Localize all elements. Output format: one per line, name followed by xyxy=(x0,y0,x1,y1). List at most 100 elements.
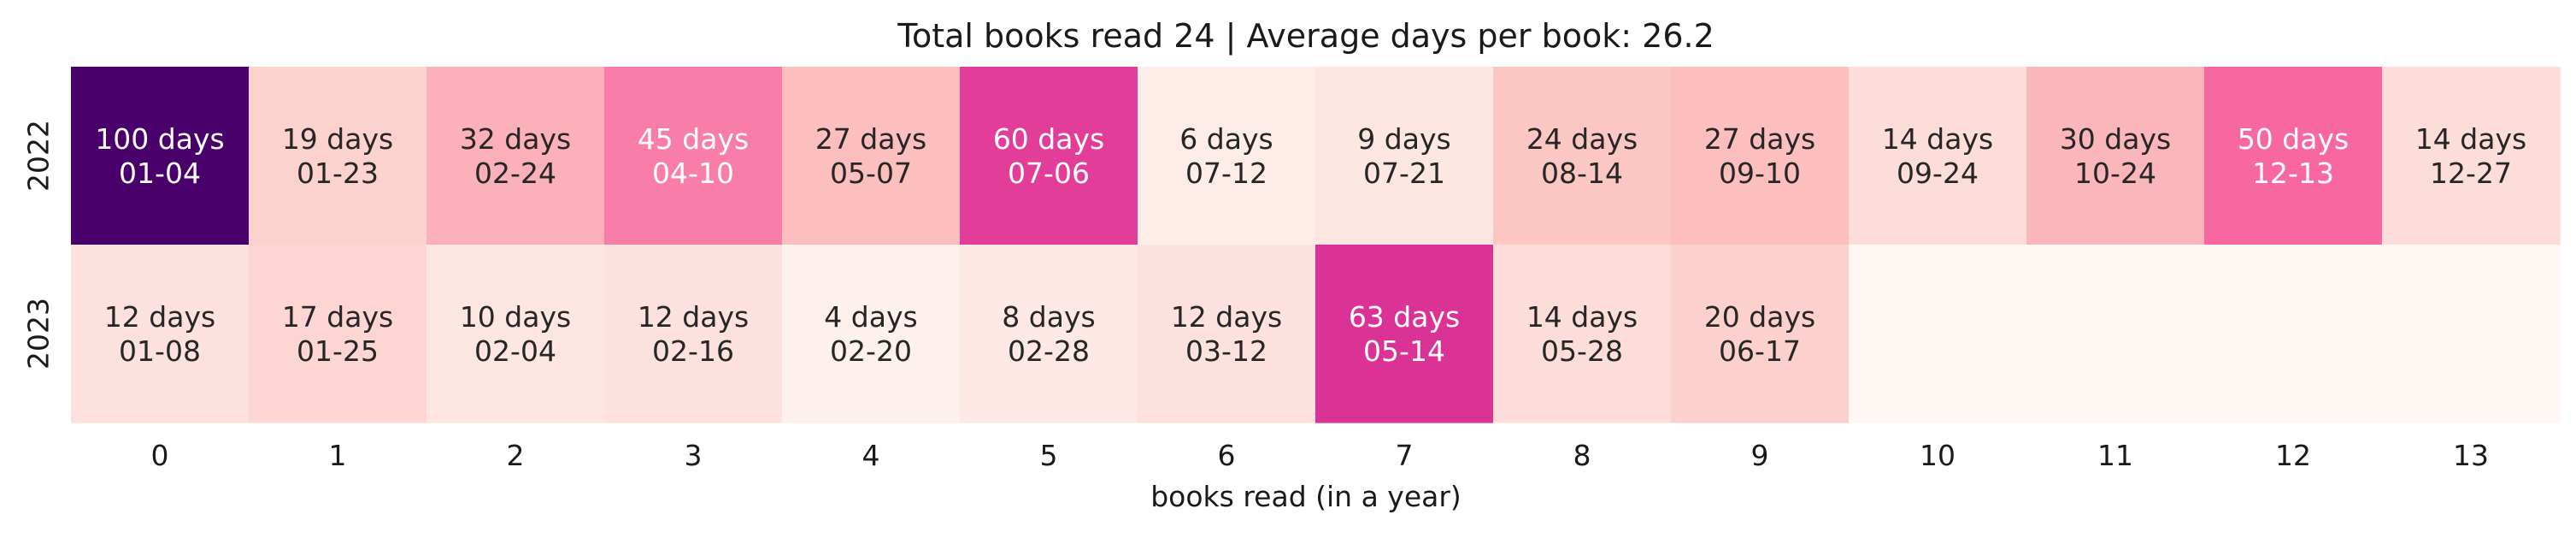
heatmap-cell-2023-10 xyxy=(1849,245,2027,423)
heatmap-cell-2023-1 xyxy=(249,245,427,423)
cell-days-label: 27 days xyxy=(815,122,926,156)
heatmap-cells xyxy=(71,67,2561,423)
cell-date-label: 09-24 xyxy=(1897,157,1979,190)
cell-days-label: 30 days xyxy=(2060,122,2171,156)
cell-days-label: 12 days xyxy=(638,300,749,334)
cell-date-label: 05-07 xyxy=(830,157,912,190)
x-tick-label: 9 xyxy=(1751,439,1769,472)
cell-date-label: 12-13 xyxy=(2252,157,2334,190)
heatmap-cell-2022-6 xyxy=(1138,67,1316,245)
cell-date-label: 01-25 xyxy=(297,334,379,368)
chart-title: Total books read 24 | Average days per b… xyxy=(897,17,1714,56)
cell-date-label: 08-14 xyxy=(1541,157,1623,190)
heatmap-cell-2022-3 xyxy=(604,67,783,245)
heatmap-cell-2023-13 xyxy=(2382,245,2561,423)
x-tick-label: 11 xyxy=(2097,439,2133,472)
x-axis-label: books read (in a year) xyxy=(1150,480,1461,513)
cell-date-label: 03-12 xyxy=(1185,334,1267,368)
heatmap-cell-2022-7 xyxy=(1315,67,1494,245)
cell-days-label: 14 days xyxy=(2415,122,2526,156)
cell-date-label: 10-24 xyxy=(2074,157,2156,190)
heatmap-cell-2022-8 xyxy=(1493,67,1672,245)
x-tick-label: 0 xyxy=(151,439,169,472)
cell-days-label: 10 days xyxy=(460,300,571,334)
cell-days-label: 8 days xyxy=(1002,300,1095,334)
cell-days-label: 32 days xyxy=(460,122,571,156)
heatmap-cell-2023-4 xyxy=(782,245,961,423)
heatmap-cell-2023-7 xyxy=(1315,245,1494,423)
cell-date-label: 05-28 xyxy=(1541,334,1623,368)
cell-days-label: 6 days xyxy=(1179,122,1273,156)
cell-days-label: 60 days xyxy=(993,122,1104,156)
cell-days-label: 14 days xyxy=(1526,300,1638,334)
x-tick-label: 2 xyxy=(507,439,525,472)
heatmap-cell-2022-0 xyxy=(71,67,250,245)
y-tick-label: 2022 xyxy=(22,120,56,192)
heatmap-cell-2023-8 xyxy=(1493,245,1672,423)
cell-date-label: 01-08 xyxy=(119,334,201,368)
heatmap-cell-2023-11 xyxy=(2026,245,2205,423)
cell-date-label: 06-17 xyxy=(1719,334,1801,368)
cell-days-label: 45 days xyxy=(638,122,749,156)
heatmap-cell-2022-5 xyxy=(960,67,1138,245)
heatmap-cell-2023-5 xyxy=(960,245,1138,423)
cell-days-label: 9 days xyxy=(1357,122,1450,156)
heatmap-cell-2022-2 xyxy=(426,67,605,245)
cell-days-label: 20 days xyxy=(1704,300,1815,334)
x-tick-label: 12 xyxy=(2275,439,2311,472)
cell-days-label: 12 days xyxy=(1171,300,1282,334)
cell-days-label: 24 days xyxy=(1526,122,1638,156)
cell-date-label: 02-16 xyxy=(652,334,734,368)
cell-days-label: 4 days xyxy=(824,300,917,334)
x-tick-label: 10 xyxy=(1920,439,1956,472)
cell-date-label: 05-14 xyxy=(1363,334,1445,368)
cell-days-label: 63 days xyxy=(1349,300,1460,334)
x-tick-label: 3 xyxy=(685,439,703,472)
cell-date-label: 07-12 xyxy=(1185,157,1267,190)
heatmap-cell-2022-1 xyxy=(249,67,427,245)
x-axis-ticks: 0 1 2 3 4 5 6 7 8 9 10 11 12 13 xyxy=(151,439,2490,472)
cell-days-label: 100 days xyxy=(95,122,224,156)
cell-days-label: 50 days xyxy=(2238,122,2349,156)
cell-days-label: 17 days xyxy=(282,300,393,334)
cell-date-label: 02-28 xyxy=(1008,334,1090,368)
cell-date-label: 12-27 xyxy=(2430,157,2512,190)
cell-date-label: 02-20 xyxy=(830,334,912,368)
y-axis-ticks: 2022 2023 xyxy=(22,120,56,370)
cell-date-label: 09-10 xyxy=(1719,157,1801,190)
heatmap-cell-2023-3 xyxy=(604,245,783,423)
heatmap-cell-2022-11 xyxy=(2026,67,2205,245)
heatmap-cell-2023-6 xyxy=(1138,245,1316,423)
x-tick-label: 4 xyxy=(862,439,880,472)
x-tick-label: 7 xyxy=(1396,439,1414,472)
y-tick-label: 2023 xyxy=(22,298,56,370)
cell-date-label: 07-06 xyxy=(1008,157,1090,190)
cell-date-label: 01-23 xyxy=(297,157,379,190)
cell-date-label: 04-10 xyxy=(652,157,734,190)
heatmap-cell-2023-0 xyxy=(71,245,250,423)
x-tick-label: 5 xyxy=(1040,439,1058,472)
heatmap-cell-2023-12 xyxy=(2204,245,2383,423)
x-tick-label: 13 xyxy=(2453,439,2489,472)
heatmap-cell-2023-9 xyxy=(1671,245,1850,423)
cell-date-label: 02-24 xyxy=(474,157,556,190)
cell-date-label: 01-04 xyxy=(119,157,201,190)
cell-days-label: 19 days xyxy=(282,122,393,156)
x-tick-label: 8 xyxy=(1573,439,1591,472)
cell-days-label: 27 days xyxy=(1704,122,1815,156)
heatmap-cell-2023-2 xyxy=(426,245,605,423)
x-tick-label: 6 xyxy=(1218,439,1236,472)
cell-days-label: 12 days xyxy=(104,300,215,334)
cell-days-label: 14 days xyxy=(1882,122,1993,156)
cell-date-label: 07-21 xyxy=(1363,157,1445,190)
heatmap-cell-2022-13 xyxy=(2382,67,2561,245)
heatmap-cell-2022-12 xyxy=(2204,67,2383,245)
heatmap-cell-2022-4 xyxy=(782,67,961,245)
heatmap-cell-2022-10 xyxy=(1849,67,2027,245)
x-tick-label: 1 xyxy=(329,439,347,472)
cell-date-label: 02-04 xyxy=(474,334,556,368)
heatmap-cell-2022-9 xyxy=(1671,67,1850,245)
